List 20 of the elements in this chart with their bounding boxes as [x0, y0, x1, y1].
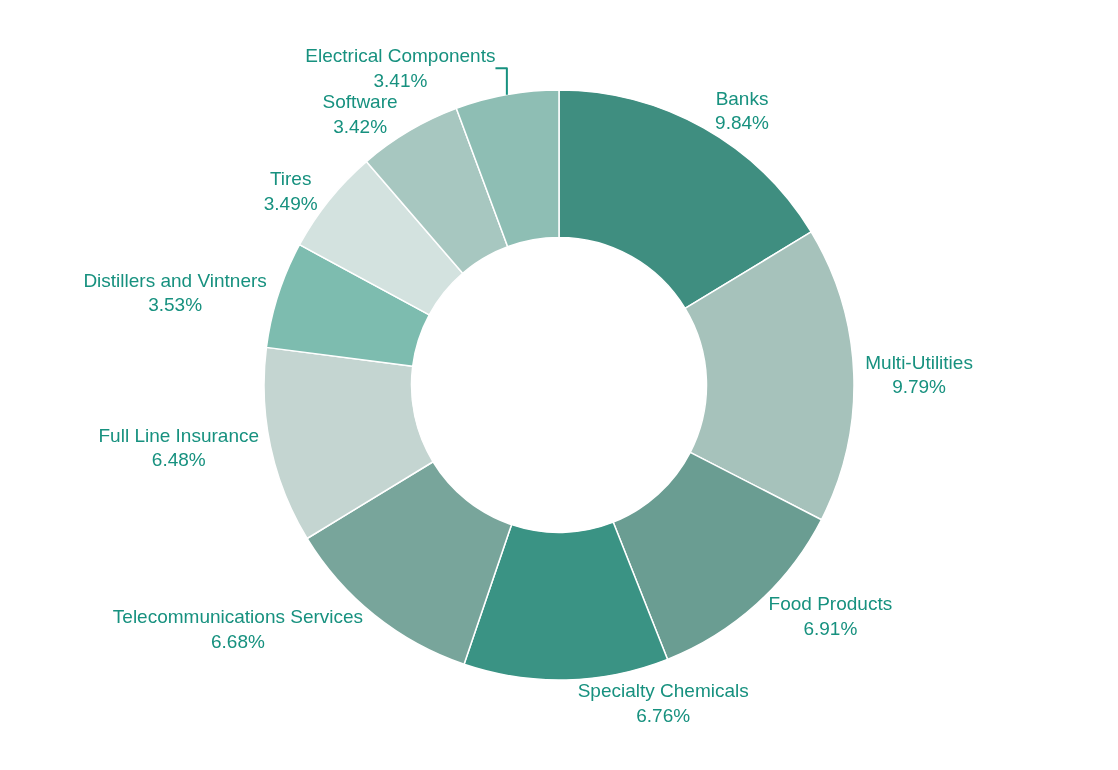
slice-label: Software — [322, 91, 398, 113]
slice-label: Specialty Chemicals — [577, 679, 749, 701]
data-label: 3.41% — [373, 70, 428, 92]
slice-label: Food Products — [768, 593, 893, 615]
data-label: 6.68% — [211, 630, 265, 652]
slice-label: Banks — [715, 87, 769, 109]
slice-label: Multi-Utilities — [865, 351, 973, 373]
slice-label: Telecommunications Services — [112, 606, 364, 628]
slice-label: Full Line Insurance — [98, 424, 260, 446]
data-label: 9.84% — [715, 112, 770, 134]
data-label: 6.91% — [803, 617, 858, 639]
data-label: 9.79% — [892, 376, 947, 398]
slice-label: Tires — [269, 168, 312, 190]
data-label: 6.48% — [151, 449, 206, 471]
data-label: 3.53% — [148, 294, 203, 316]
data-label: 3.49% — [263, 192, 318, 214]
slice-label: Electrical Components — [305, 45, 496, 67]
data-label: 6.76% — [636, 704, 691, 726]
data-label: 3.42% — [333, 115, 388, 137]
slice-label: Distillers and Vintners — [83, 269, 267, 291]
